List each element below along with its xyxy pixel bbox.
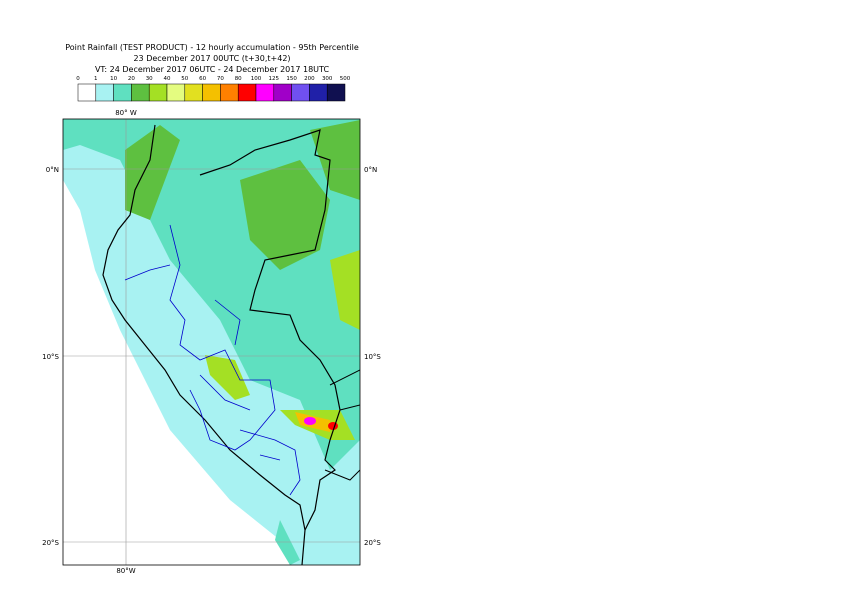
legend-label: 10: [110, 76, 117, 82]
legend-label: 40: [164, 76, 171, 82]
legend-swatch: [202, 83, 221, 102]
legend-swatch: [113, 83, 132, 102]
legend-swatch: [291, 83, 310, 102]
legend-swatch: [131, 83, 150, 102]
lon-label-bottom: 80°W: [116, 567, 135, 575]
legend-label: 1: [94, 76, 98, 82]
lat-label-left: 0°N: [46, 166, 59, 174]
legend-swatch: [326, 83, 346, 102]
legend-label: 30: [146, 76, 153, 82]
lat-label-right: 0°N: [364, 166, 377, 174]
legend: 0 1 10 20 30 40 50 60 70 80 100 125 150 200 300 500: [76, 76, 351, 102]
legend-label: 0: [76, 76, 80, 82]
valid-time: VT: 24 December 2017 06UTC - 24 December…: [95, 65, 329, 74]
legend-label: 125: [269, 76, 280, 82]
legend-label: 150: [286, 76, 297, 82]
legend-swatch: [95, 83, 114, 102]
legend-swatch: [166, 83, 186, 102]
legend-label: 100: [251, 76, 262, 82]
legend-swatch: [184, 83, 203, 102]
lat-label-left: 10°S: [42, 353, 59, 361]
base-time: 23 December 2017 00UTC (t+30,t+42): [133, 54, 290, 63]
legend-swatch: [148, 83, 168, 102]
legend-label: 20: [128, 76, 135, 82]
map: [63, 119, 360, 565]
legend-label: 500: [340, 76, 351, 82]
legend-label: 70: [217, 76, 224, 82]
legend-label: 80: [235, 76, 242, 82]
title: Point Rainfall (TEST PRODUCT) - 12 hourl…: [65, 43, 359, 52]
legend-label: 50: [181, 76, 188, 82]
legend-swatch: [237, 83, 257, 102]
lon-label-top: 80° W: [115, 109, 137, 117]
legend-label: 60: [199, 76, 206, 82]
legend-swatch: [220, 83, 239, 102]
legend-label: 200: [304, 76, 315, 82]
lat-labels: 0°N 0°N 10°S 10°S 20°S 20°S: [42, 166, 381, 547]
lat-label-right: 20°S: [364, 539, 381, 547]
legend-label: 300: [322, 76, 333, 82]
legend-swatch: [77, 83, 97, 102]
legend-swatch: [255, 83, 275, 102]
legend-swatch: [309, 83, 328, 102]
map-frame: [62, 118, 361, 566]
lat-label-left: 20°S: [42, 539, 59, 547]
legend-swatch: [273, 83, 292, 102]
lat-label-right: 10°S: [364, 353, 381, 361]
